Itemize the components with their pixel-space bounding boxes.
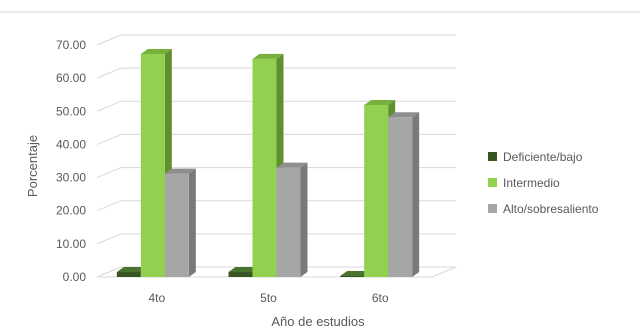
legend-label: Deficiente/bajo: [503, 150, 583, 164]
legend-item: Deficiente/bajo: [488, 150, 583, 164]
y-tick-label: 10.00: [56, 237, 86, 251]
floor-right-edge: [431, 266, 457, 278]
legend-label: Alto/sobresaliento: [503, 202, 599, 216]
gridline: [96, 233, 456, 245]
bar-top: [140, 48, 172, 54]
bar-front: [340, 276, 365, 277]
gridline: [96, 133, 456, 145]
legend: Deficiente/bajo Intermedio Alto/sobresalie…: [488, 150, 599, 216]
bar-front: [164, 173, 189, 277]
y-tick-labels: 0.00 10.00 20.00 30.00 40.00 50.00 60.00 70.00: [56, 38, 86, 284]
legend-swatch: [488, 204, 497, 213]
bar-alto-sobresaliento-5to: [276, 162, 308, 277]
bar-top: [228, 267, 260, 273]
y-tick-label: 20.00: [56, 204, 86, 218]
y-tick-label: 70.00: [56, 38, 86, 52]
legend-swatch: [488, 178, 497, 187]
gridline: [96, 167, 456, 179]
bar-front: [276, 167, 301, 277]
y-tick-label: 60.00: [56, 71, 86, 85]
gridline: [96, 200, 456, 212]
legend-label: Intermedio: [503, 176, 560, 190]
bar-side: [188, 168, 196, 277]
gridline: [96, 67, 456, 79]
y-tick-label: 40.00: [56, 137, 86, 151]
bar-front: [364, 104, 389, 277]
x-axis-label: Año de estudios: [271, 314, 365, 329]
bar-top: [364, 99, 396, 105]
bars-layer: [116, 48, 420, 277]
x-tick-label: 6to: [372, 291, 389, 305]
bar-top: [276, 162, 308, 168]
y-tick-label: 30.00: [56, 171, 86, 185]
legend-item: Alto/sobresaliento: [488, 202, 599, 216]
gridline: [96, 34, 456, 46]
bar-front: [388, 117, 413, 277]
x-tick-label: 5to: [260, 291, 277, 305]
y-tick-label: 50.00: [56, 104, 86, 118]
bar-top: [388, 112, 420, 118]
bar-top: [252, 53, 284, 59]
legend-item: Intermedio: [488, 176, 560, 190]
x-tick-labels: 4to 5to 6to: [148, 291, 388, 305]
legend-swatch: [488, 152, 497, 161]
bar-side: [412, 112, 420, 277]
bar-side: [300, 162, 308, 277]
bar-top: [116, 267, 148, 273]
y-axis-label: Porcentaje: [25, 135, 40, 197]
bar-top: [164, 168, 196, 174]
bar-alto-sobresaliento-6to: [388, 112, 420, 277]
bar-front: [140, 53, 165, 277]
bar-front: [116, 272, 141, 277]
bar-alto-sobresaliento-4to: [164, 168, 196, 277]
bar-front: [252, 58, 277, 277]
x-tick-label: 4to: [148, 291, 165, 305]
bar-front: [228, 272, 253, 277]
gridline: [96, 266, 456, 278]
gridline: [96, 100, 456, 112]
bar-top: [340, 271, 372, 277]
y-tick-label: 0.00: [63, 270, 87, 284]
